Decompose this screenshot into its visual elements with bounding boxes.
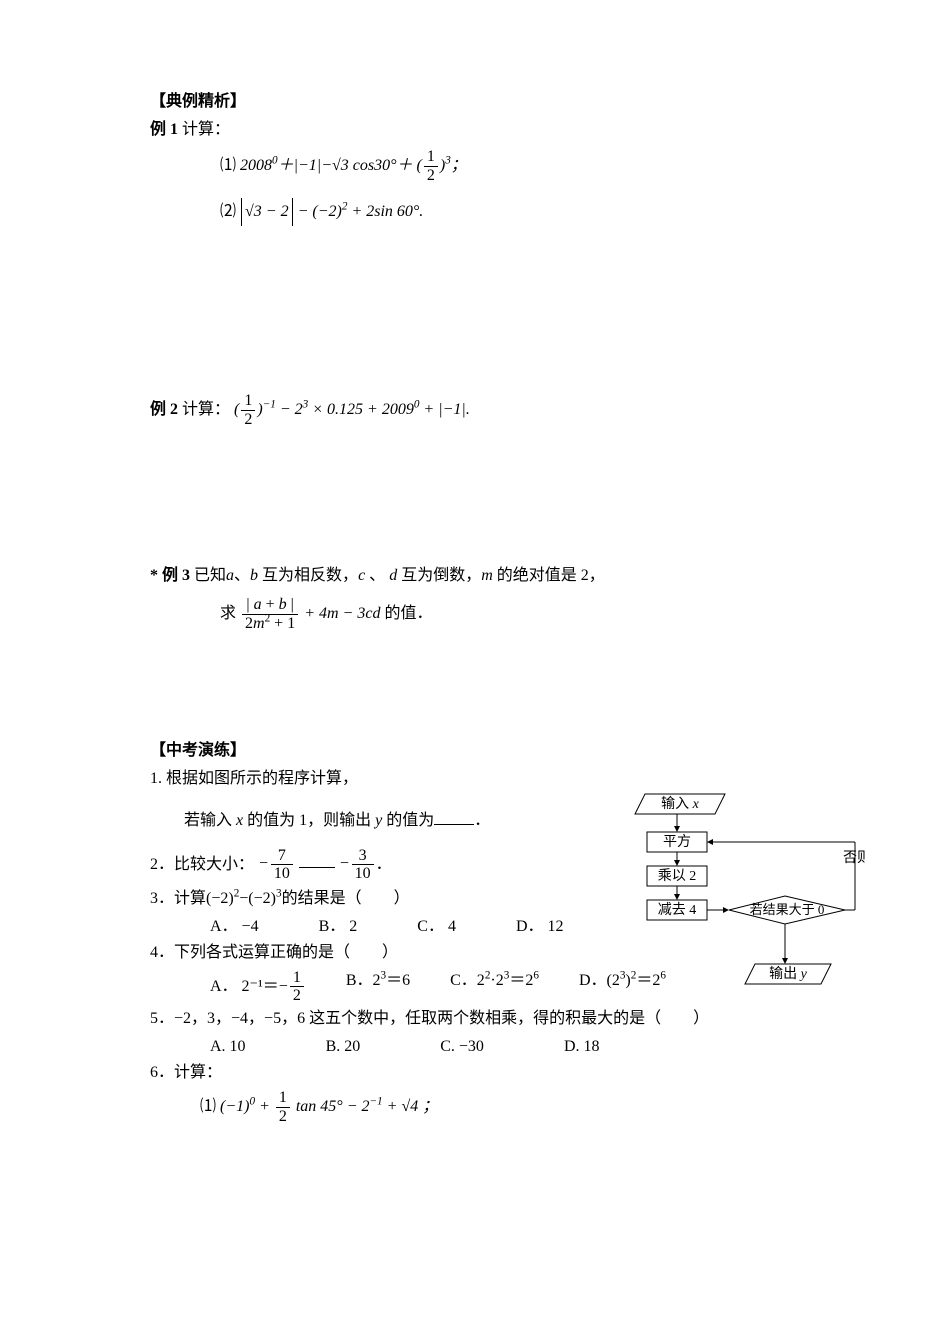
q4-choice-a: A． 2⁻¹＝−12	[210, 969, 306, 1005]
q1-l2-d: ．	[474, 812, 490, 829]
q1-l2-c: 的值为	[382, 812, 434, 829]
q1-line1: 1. 根据如图所示的程序计算，	[150, 767, 620, 791]
example-2-expr: (12)−1 − 23 × 0.125 + 20090 + |−1|.	[234, 401, 470, 418]
example-1-item-2: ⑵ √3 − 2 − (−2)2 + 2sin 60°.	[220, 198, 795, 226]
q2-prefix: 2．比较大小：	[150, 855, 254, 872]
example-1-prompt: 计算：	[182, 121, 230, 138]
q2-expr2: −310	[339, 855, 376, 872]
ex1-i2-prefix: ⑵	[220, 203, 236, 220]
flow-step1-text: 平方	[663, 834, 691, 850]
examples-header: 【典例精析】	[150, 90, 795, 114]
flow-decision-text: 若结果大于 0	[750, 902, 825, 917]
ex3-var-b: b	[250, 567, 258, 584]
ex3-text-f: 的绝对值是 2，	[493, 567, 605, 584]
example-3-line2: 求 | a + b | 2m2 + 1 + 4m − 3cd 的值．	[220, 596, 795, 632]
ex3-line2-rest: + 4m − 3cd	[304, 605, 380, 622]
ex1-i1-expr: 20080＋|−1|−√3 cos30°＋ (12)3；	[240, 157, 467, 174]
exercises-header: 【中考演练】	[150, 739, 795, 763]
question-5-choices: A. 10 B. 20 C. −30 D. 18	[210, 1035, 795, 1059]
ex3-line2-prefix: 求	[220, 605, 236, 622]
q6-text: 6．计算：	[150, 1064, 222, 1081]
q1-l2-a: 若输入	[184, 812, 236, 829]
flow-input-text: 输入 x	[661, 796, 700, 812]
ex3-fraction: | a + b | 2m2 + 1	[242, 596, 298, 632]
q5-choice-a: A. 10	[210, 1035, 246, 1059]
q1-line2: 若输入 x 的值为 1，则输出 y 的值为．	[184, 809, 620, 833]
question-6-item-1: ⑴ (−1)0 + 12 tan 45° − 2−1 + √4 ；	[200, 1089, 795, 1125]
example-2: 例 2 计算： (12)−1 − 23 × 0.125 + 20090 + |−…	[150, 392, 795, 428]
ex3-var-m: m	[481, 567, 493, 584]
q4-text: 4．下列各式运算正确的是（ ）	[150, 944, 398, 961]
example-2-prompt: 计算：	[182, 401, 230, 418]
q2-blank	[299, 852, 335, 868]
q3-choice-b: B． 2	[319, 915, 358, 939]
ex3-text-e: 互为倒数，	[397, 567, 481, 584]
section-examples: 【典例精析】 例 1 计算： ⑴ 20080＋|−1|−√3 cos30°＋ (…	[150, 90, 795, 633]
q3-choice-c: C． 4	[417, 915, 456, 939]
q3-choice-d: D． 12	[516, 915, 564, 939]
q4-choice-c: C．22·23＝26	[450, 969, 539, 1005]
example-3: * 例 3 已知a、b 互为相反数，c 、 d 互为倒数，m 的绝对值是 2， …	[150, 564, 795, 632]
q2-suffix: ．	[376, 855, 392, 872]
question-6: 6．计算：	[150, 1061, 795, 1085]
flow-step3-text: 减去 4	[658, 902, 697, 918]
flow-output-text: 输出 y	[769, 966, 808, 982]
flowchart: 输入 x 平方 乘以 2 减去 4 若结果大于 0 否则 输出 y	[575, 792, 865, 1032]
question-3: 3．计算(−2)2−(−2)3的结果是（ ）	[150, 887, 620, 911]
ex3-frac-den: 2m2 + 1	[242, 615, 298, 633]
flow-else-text: 否则	[843, 850, 865, 866]
q6-i1-expr: (−1)0 + 12 tan 45° − 2−1 + √4 ；	[220, 1098, 438, 1115]
flow-step2-text: 乘以 2	[658, 868, 697, 884]
example-1: 例 1 计算： ⑴ 20080＋|−1|−√3 cos30°＋ (12)3； ⑵…	[150, 118, 795, 226]
example-2-label: 例 2	[150, 401, 178, 418]
example-1-item-1: ⑴ 20080＋|−1|−√3 cos30°＋ (12)3；	[220, 148, 795, 184]
q6-i1-prefix: ⑴	[200, 1098, 220, 1115]
q1-l2-b: 的值为 1，则输出	[243, 812, 375, 829]
q2-expr1: −710	[258, 855, 295, 872]
ex3-text-a: 已知	[194, 567, 226, 584]
q3-choice-a: A． −4	[210, 915, 259, 939]
ex1-i2-expr: √3 − 2 − (−2)2 + 2sin 60°.	[240, 203, 423, 220]
question-2: 2．比较大小： −710 −310．	[150, 847, 620, 883]
ex1-i1-prefix: ⑴	[220, 157, 236, 174]
q1-blank	[434, 809, 474, 825]
question-1: 1. 根据如图所示的程序计算， 若输入 x 的值为 1，则输出 y 的值为．	[150, 767, 620, 833]
q4-choice-b: B．23＝6	[346, 969, 410, 1005]
ex3-line2-end: 的值．	[384, 605, 432, 622]
q3-text: 3．计算(−2)2−(−2)3的结果是（ ）	[150, 890, 410, 907]
q5-choice-b: B. 20	[326, 1035, 361, 1059]
q5-choice-d: D. 18	[564, 1035, 600, 1059]
ex3-var-a: a	[226, 567, 234, 584]
ex3-text-d: 、	[365, 567, 389, 584]
ex3-text-b: 、	[234, 567, 250, 584]
ex3-text-c: 互为相反数，	[258, 567, 358, 584]
q5-choice-c: C. −30	[440, 1035, 484, 1059]
ex3-var-d: d	[389, 567, 397, 584]
example-1-label: 例 1	[150, 121, 178, 138]
example-3-label: * 例 3	[150, 567, 190, 584]
